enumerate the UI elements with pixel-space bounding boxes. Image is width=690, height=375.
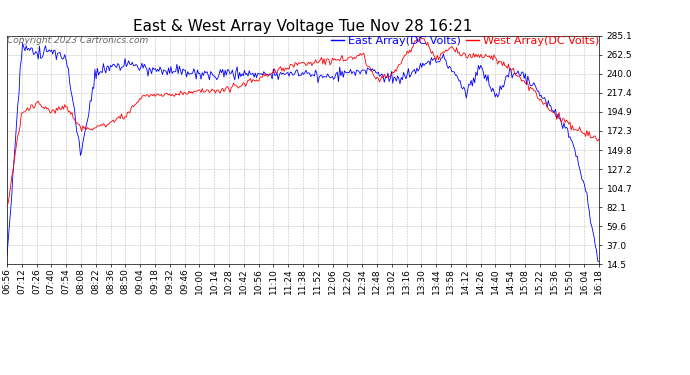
Title: East & West Array Voltage Tue Nov 28 16:21: East & West Array Voltage Tue Nov 28 16:… bbox=[133, 20, 473, 34]
Text: Copyright 2023 Cartronics.com: Copyright 2023 Cartronics.com bbox=[8, 36, 149, 45]
Legend: East Array(DC Volts), West Array(DC Volts): East Array(DC Volts), West Array(DC Volt… bbox=[331, 36, 599, 46]
